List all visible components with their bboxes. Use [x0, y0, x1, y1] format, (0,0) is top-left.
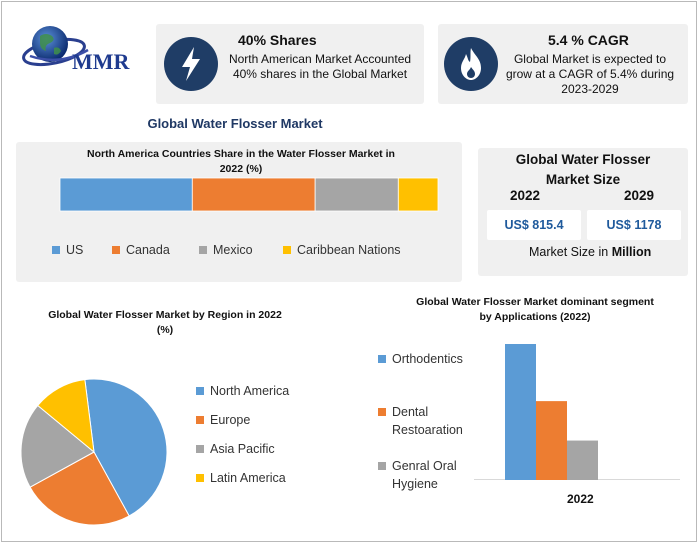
legend-swatch [378, 355, 386, 363]
legend-label: North America [210, 384, 290, 398]
market-size-panel: Global Water Flosser Market Size 2022 20… [478, 148, 688, 276]
legend-label: Dental Restoaration [392, 405, 463, 437]
year-start: 2022 [510, 188, 541, 203]
bar-dental-restoaration [536, 401, 567, 480]
legend-swatch [196, 387, 204, 395]
value-2022: US$ 815.4 [487, 210, 581, 240]
app-legend-item-genral-oral-hygiene: Genral Oral Hygiene [378, 457, 468, 493]
legend-label: US [66, 243, 84, 257]
legend-swatch [199, 246, 207, 254]
main-title: Global Water Flosser Market [147, 116, 323, 131]
legend-label: Orthodentics [392, 352, 463, 366]
legend-label: Caribbean Nations [297, 243, 401, 257]
kpi-title-cagr: 5.4 % CAGR [548, 32, 629, 48]
logo-text: MMR [72, 49, 131, 74]
x-axis-category-label: 2022 [567, 492, 594, 506]
kpi-title-shares: 40% Shares [238, 32, 317, 48]
kpi-card-shares: 40% Shares North American Market Account… [156, 24, 424, 104]
legend-label: Latin America [210, 471, 286, 485]
legend-swatch [378, 408, 386, 416]
na-bar-segment-mexico [314, 177, 399, 212]
legend-swatch [196, 445, 204, 453]
bar-orthodentics [505, 344, 536, 480]
north-america-share-panel: North America Countries Share in the Wat… [16, 142, 462, 282]
na-legend-item-us: US [52, 243, 83, 257]
market-size-title: Global Water Flosser Market Size [515, 152, 651, 187]
applications-chart-title: Global Water Flosser Market dominant seg… [416, 296, 654, 323]
legend-label: Europe [210, 413, 251, 427]
kpi-card-cagr: 5.4 % CAGR Global Market is expected to … [438, 24, 688, 104]
pie-legend-item-europe: Europe [196, 413, 250, 427]
market-size-unit-note: Market Size in Million [529, 245, 652, 259]
legend-swatch [378, 462, 386, 470]
pie-legend-item-latin-america: Latin America [196, 471, 286, 485]
pie-slice-north-america [84, 378, 168, 517]
na-chart-title: North America Countries Share in the Wat… [87, 148, 395, 175]
flame-icon [444, 37, 498, 91]
app-legend-item-orthodentics: Orthodentics [378, 350, 468, 368]
legend-label: Canada [126, 243, 170, 257]
bar-genral-oral-hygiene [567, 440, 598, 480]
legend-swatch [196, 474, 204, 482]
pie-slice-asia-pacific [20, 404, 95, 488]
value-2029: US$ 1178 [587, 210, 681, 240]
app-legend-item-dental-restoaration: Dental Restoaration [378, 403, 468, 439]
na-stacked-bar-chart [59, 177, 439, 212]
na-legend-item-mexico: Mexico [199, 243, 253, 257]
na-bar-segment-us [59, 177, 193, 212]
pie-legend-item-north-america: North America [196, 384, 289, 398]
na-legend-item-caribbean-nations: Caribbean Nations [283, 243, 401, 257]
na-legend-item-canada: Canada [112, 243, 170, 257]
legend-swatch [196, 416, 204, 424]
legend-swatch [52, 246, 60, 254]
kpi-text-shares: North American Market Accounted 40% shar… [228, 52, 412, 81]
pie-slice-europe [29, 451, 130, 526]
kpi-text-cagr: Global Market is expected to grow at a C… [505, 52, 675, 96]
legend-swatch [112, 246, 120, 254]
legend-label: Genral Oral Hygiene [392, 459, 457, 491]
na-bar-segment-canada [191, 177, 316, 212]
na-bar-segment-caribbean-nations [397, 177, 439, 212]
legend-label: Asia Pacific [210, 442, 275, 456]
region-pie-chart [20, 378, 168, 526]
region-pie-title: Global Water Flosser Market by Region in… [48, 309, 282, 336]
mmr-logo: MMR [22, 22, 150, 82]
pie-slice-latin-america [37, 379, 95, 454]
year-end: 2029 [624, 188, 655, 203]
legend-label: Mexico [213, 243, 253, 257]
lightning-icon [164, 37, 218, 91]
applications-bar-chart [474, 344, 680, 480]
pie-legend-item-asia-pacific: Asia Pacific [196, 442, 275, 456]
legend-swatch [283, 246, 291, 254]
